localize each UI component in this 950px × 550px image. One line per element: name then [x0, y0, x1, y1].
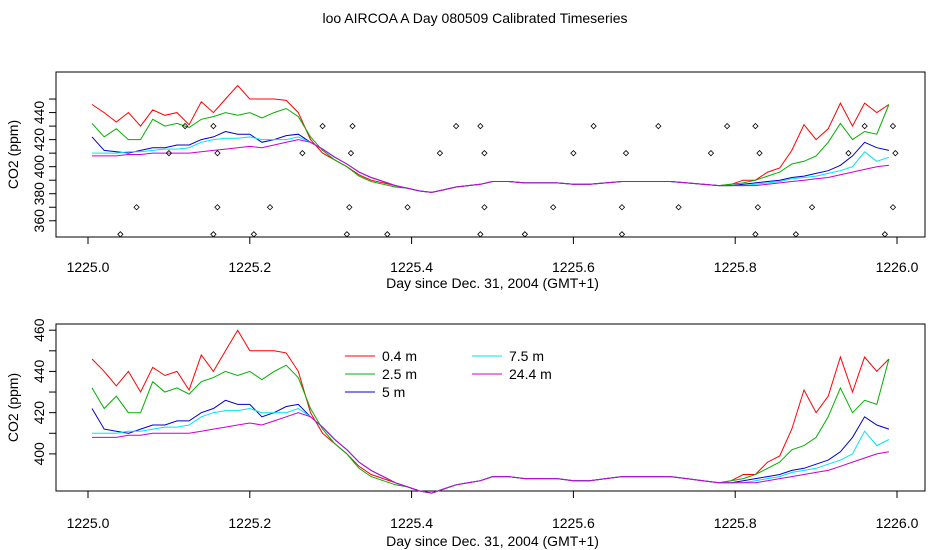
- data-marker: [133, 204, 140, 211]
- data-marker: [618, 231, 626, 238]
- data-marker: [210, 231, 217, 238]
- x-tick-label: 1225.0: [67, 259, 110, 275]
- x-tick-label: 1226.0: [876, 259, 919, 275]
- data-marker: [570, 149, 577, 157]
- data-marker: [881, 231, 889, 238]
- x-tick-label: 1225.4: [390, 515, 433, 531]
- series-line-0-4-m: [91, 84, 890, 193]
- data-marker: [384, 231, 391, 238]
- data-marker: [214, 149, 221, 157]
- legend-label: 0.4 m: [382, 348, 417, 364]
- legend-label: 5 m: [382, 384, 405, 400]
- x-axis-label: Day since Dec. 31, 2004 (GMT+1): [386, 533, 599, 549]
- series-line-24-4-m: [92, 412, 889, 494]
- data-marker: [349, 122, 356, 130]
- y-tick-label: 360: [31, 209, 47, 233]
- data-marker: [756, 149, 763, 157]
- y-tick-label: 440: [31, 360, 47, 384]
- x-tick-label: 1225.0: [67, 515, 110, 531]
- y-axis-label: CO2 (ppm): [5, 120, 21, 189]
- y-tick-label: 440: [31, 101, 47, 125]
- data-marker: [346, 204, 353, 211]
- data-marker: [861, 122, 868, 130]
- data-marker: [319, 122, 326, 130]
- figure-title: loo AIRCOA A Day 080509 Calibrated Times…: [322, 10, 628, 26]
- y-tick-label: 420: [31, 401, 47, 425]
- data-marker: [347, 149, 355, 157]
- series-line-5-m: [91, 130, 890, 193]
- x-tick-label: 1225.2: [228, 259, 271, 275]
- data-marker: [165, 149, 173, 157]
- y-tick-label: 400: [31, 442, 47, 466]
- chart-top-panel: 1225.0 1225.2 1225.4 1225.6 1225.8 1226.0 Day …: [5, 71, 926, 291]
- x-tick-label: 1225.2: [228, 515, 271, 531]
- data-marker: [889, 122, 897, 130]
- data-marker: [250, 231, 258, 238]
- data-marker: [521, 231, 529, 238]
- data-marker: [618, 204, 626, 211]
- y-tick-label: 380: [31, 182, 47, 206]
- data-marker: [477, 122, 484, 130]
- series-line-2-5-m: [91, 104, 890, 193]
- x-tick-label: 1225.6: [552, 515, 595, 531]
- plot-frame: [55, 323, 926, 492]
- data-marker: [343, 231, 351, 238]
- data-marker: [181, 122, 189, 130]
- legend-label: 24.4 m: [509, 366, 552, 382]
- data-marker: [266, 204, 274, 211]
- data-marker: [210, 122, 217, 130]
- data-marker: [707, 149, 715, 157]
- series-line-0-4-m: [91, 329, 890, 494]
- data-marker: [117, 231, 124, 238]
- data-marker: [436, 149, 444, 157]
- y-tick-label: 400: [31, 155, 47, 179]
- data-marker: [452, 122, 460, 130]
- legend-label: 7.5 m: [509, 348, 544, 364]
- y-tick-label: 460: [31, 318, 47, 342]
- data-marker: [845, 149, 852, 157]
- data-marker: [754, 204, 762, 211]
- series-line-2-5-m: [91, 358, 890, 494]
- x-tick-label: 1225.8: [714, 515, 757, 531]
- data-marker: [404, 204, 411, 211]
- data-marker: [299, 149, 306, 157]
- data-marker: [481, 149, 488, 157]
- data-marker: [792, 231, 800, 238]
- data-marker: [481, 204, 488, 211]
- x-tick-label: 1225.6: [552, 259, 595, 275]
- x-tick-label: 1225.4: [390, 259, 433, 275]
- data-marker: [808, 204, 816, 211]
- data-marker: [214, 204, 221, 211]
- plot-frame: [55, 71, 926, 238]
- data-marker: [723, 122, 731, 130]
- x-tick-label: 1226.0: [876, 515, 919, 531]
- data-marker: [892, 149, 899, 157]
- data-marker: [889, 204, 897, 211]
- x-tick-label: 1225.8: [714, 259, 757, 275]
- data-marker: [752, 231, 759, 238]
- x-axis-label: Day since Dec. 31, 2004 (GMT+1): [386, 275, 599, 291]
- data-marker: [622, 149, 630, 157]
- data-marker: [550, 204, 557, 211]
- y-axis-label: CO2 (ppm): [5, 373, 21, 442]
- series-line-24-4-m: [92, 139, 889, 193]
- y-tick-label: 420: [31, 128, 47, 152]
- data-marker: [752, 122, 759, 130]
- data-marker: [675, 204, 682, 211]
- data-marker: [590, 122, 597, 130]
- series-line-5-m: [91, 399, 890, 494]
- data-marker: [477, 231, 484, 238]
- legend-label: 2.5 m: [382, 366, 417, 382]
- data-marker: [655, 122, 662, 130]
- chart-bottom-panel: 1225.0 1225.2 1225.4 1225.6 1225.8 1226.0 Day …: [5, 318, 926, 549]
